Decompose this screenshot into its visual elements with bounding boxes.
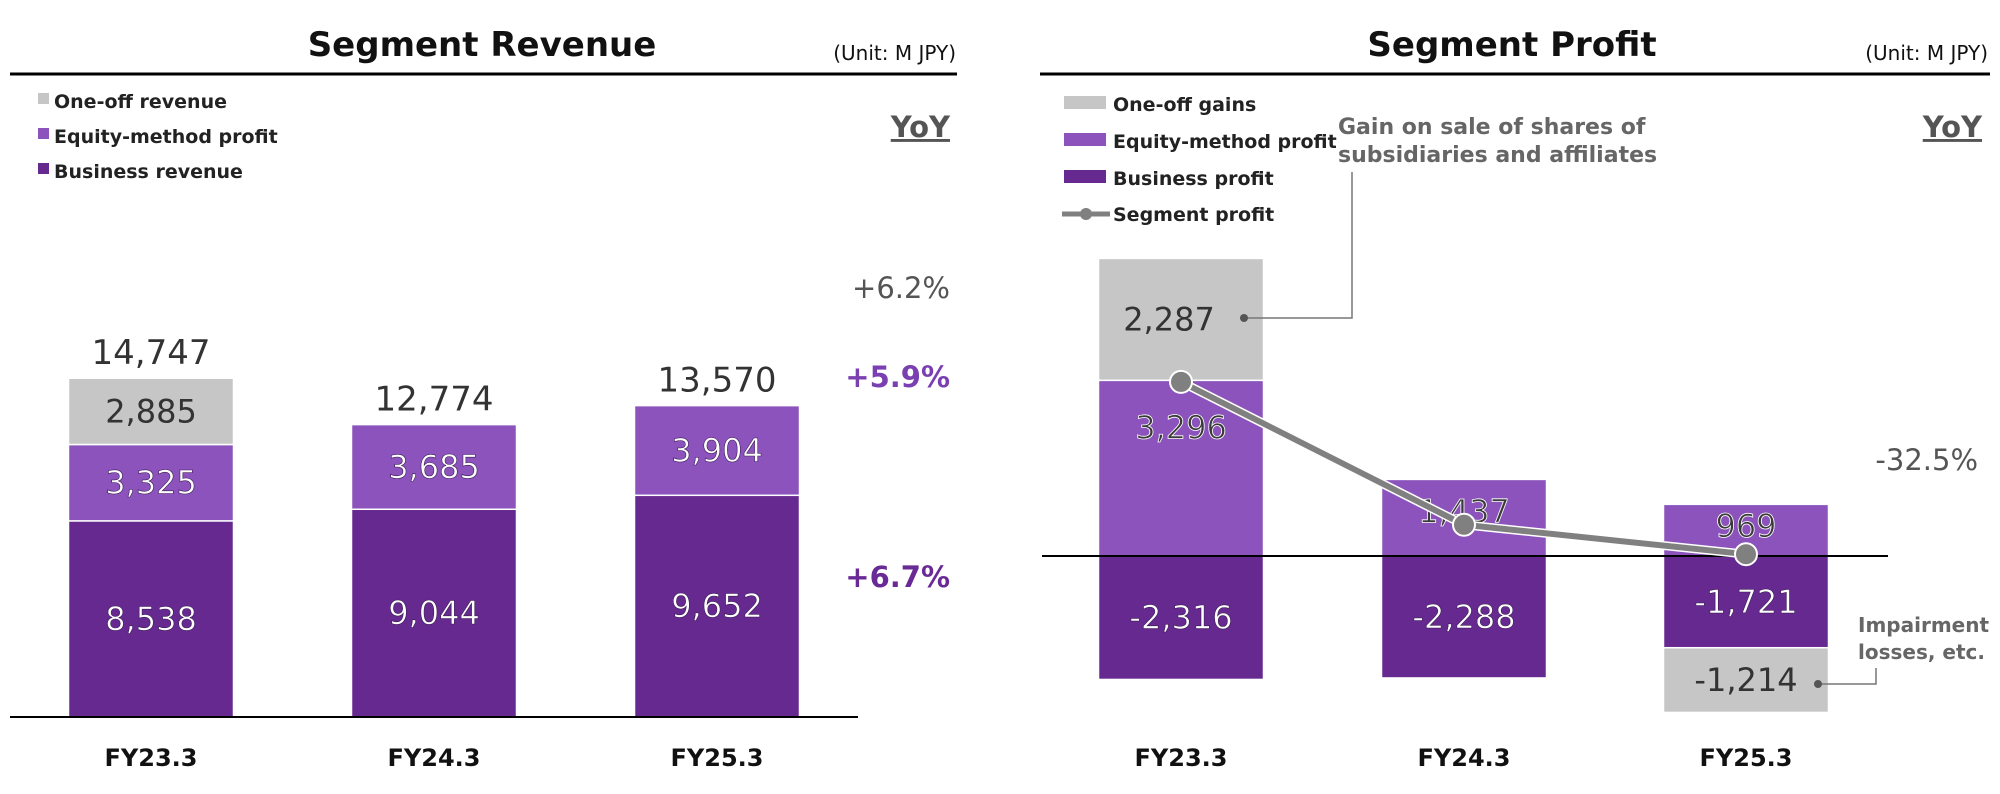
gain-annotation-line-1: Gain on sale of shares of	[1338, 115, 1646, 140]
segment-profit-point-fy23-3	[1169, 369, 1193, 394]
bar-one-off-gains-fy25-3	[1662, 646, 1830, 714]
revenue-unit-label: (Unit: M JPY)	[833, 41, 956, 65]
revenue-chart: Segment Revenue (Unit: M JPY) One-off re…	[10, 25, 957, 772]
label-one-off-revenue-fy23-3: 2,885	[105, 392, 197, 430]
label-equity-method-profit-fy23-3: 3,325	[105, 464, 197, 502]
legend-swatch-business-revenue	[38, 163, 49, 174]
bar-equity-method-profit-fy23-3	[67, 443, 235, 522]
profit-legend: One-off gains Equity-method profit Busin…	[1062, 94, 1337, 226]
label-business-revenue-fy24-3: 9,044	[388, 594, 480, 632]
revenue-legend: One-off revenue Equity-method profit Bus…	[38, 91, 278, 183]
label-total-fy25-3: 13,570	[658, 361, 777, 401]
bar-business-profit-fy24-3	[1380, 555, 1548, 679]
legend-label-segment-profit: Segment profit	[1113, 204, 1274, 226]
gain-annotation-line-2: subsidiaries and affiliates	[1338, 143, 1657, 168]
impairment-annotation: Impairment losses, etc.	[1858, 613, 1989, 664]
profit-chart: Segment Profit (Unit: M JPY) One-off gai…	[1040, 25, 1990, 772]
segment-profit-point-fy24-3	[1452, 512, 1476, 537]
bar-equity-method-profit-fy25-3	[633, 404, 801, 497]
label-business-profit-fy23-3: -2,316	[1129, 599, 1232, 637]
label-one-off-gains-fy23-3: 2,287	[1123, 300, 1215, 338]
bar-one-off-gains-fy23-3	[1097, 257, 1265, 382]
revenue-category-fy24: FY24.3	[388, 744, 481, 772]
bar-business-profit-fy23-3	[1097, 555, 1265, 681]
revenue-category-fy23: FY23.3	[105, 744, 198, 772]
label-total-fy24-3: 12,774	[375, 380, 494, 420]
legend-swatch-equity-method-profit	[1064, 133, 1106, 146]
revenue-bars: 8,538 3,325 2,885 14,747 9,044 3,685 12,774 9,6…	[67, 333, 801, 718]
label-one-off-gains-fy25-3: -1,214	[1694, 661, 1797, 699]
profit-bars: -2,3163,2962,287-2,2881,437-1,721969-1,2…	[1097, 257, 1830, 714]
segment-profit-point-fy25-3	[1734, 542, 1758, 567]
legend-swatch-one-off-revenue	[38, 93, 49, 104]
profit-category-fy23: FY23.3	[1135, 744, 1228, 772]
bar-business-profit-fy25-3	[1662, 555, 1830, 649]
label-business-profit-fy24-3: -2,288	[1412, 598, 1515, 636]
legend-label-one-off-revenue: One-off revenue	[54, 91, 227, 113]
profit-chart-title: Segment Profit	[1367, 25, 1656, 65]
label-total-fy23-3: 14,747	[92, 333, 211, 373]
profit-unit-label: (Unit: M JPY)	[1865, 41, 1988, 65]
label-equity-method-profit-fy25-3: 969	[1715, 507, 1776, 545]
revenue-yoy-total: +6.2%	[852, 271, 950, 305]
profit-category-fy24: FY24.3	[1418, 744, 1511, 772]
bar-business-revenue-fy24-3	[350, 508, 518, 718]
label-business-profit-fy25-3: -1,721	[1694, 583, 1797, 621]
bar-one-off-revenue-fy23-3	[67, 377, 235, 446]
legend-label-business-profit: Business profit	[1113, 168, 1274, 190]
label-business-revenue-fy23-3: 8,538	[105, 600, 197, 638]
label-equity-method-profit-fy25-3: 3,904	[671, 431, 763, 469]
legend-marker-segment-profit	[1080, 208, 1092, 220]
legend-label-equity-method-profit: Equity-method profit	[54, 126, 278, 148]
revenue-yoy-business: +6.7%	[845, 560, 950, 594]
gain-annotation: Gain on sale of shares of subsidiaries a…	[1338, 115, 1657, 168]
legend-swatch-equity-method-profit	[38, 128, 49, 139]
impairment-leader-dot	[1814, 680, 1822, 688]
annotation-leaders	[1240, 172, 1877, 688]
revenue-chart-title: Segment Revenue	[308, 25, 657, 65]
segment-profit-line-group	[1169, 369, 1758, 567]
profit-category-fy25: FY25.3	[1700, 744, 1793, 772]
impairment-leader-line	[1818, 668, 1877, 685]
label-equity-method-profit-fy23-3: 3,296	[1135, 408, 1227, 446]
legend-label-one-off-gains: One-off gains	[1113, 94, 1256, 116]
legend-swatch-one-off-gains	[1064, 96, 1106, 109]
impairment-annotation-line-1: Impairment	[1858, 613, 1989, 637]
legend-label-equity-method-profit: Equity-method profit	[1113, 131, 1337, 153]
impairment-annotation-line-2: losses, etc.	[1858, 640, 1985, 664]
gain-leader-line	[1244, 172, 1353, 319]
bar-business-revenue-fy25-3	[633, 494, 801, 718]
bar-equity-method-profit-fy24-3	[350, 423, 518, 511]
revenue-category-fy25: FY25.3	[671, 744, 764, 772]
profit-yoy-header: YoY	[1922, 110, 1983, 144]
gain-leader-dot	[1240, 314, 1248, 322]
legend-swatch-business-profit	[1064, 170, 1106, 183]
profit-yoy-equity: -32.5%	[1875, 443, 1978, 477]
label-business-revenue-fy25-3: 9,652	[671, 587, 763, 625]
revenue-yoy-equity: +5.9%	[845, 360, 950, 394]
label-equity-method-profit-fy24-3: 3,685	[388, 448, 480, 486]
revenue-yoy-header: YoY	[890, 110, 951, 144]
legend-label-business-revenue: Business revenue	[54, 161, 243, 183]
